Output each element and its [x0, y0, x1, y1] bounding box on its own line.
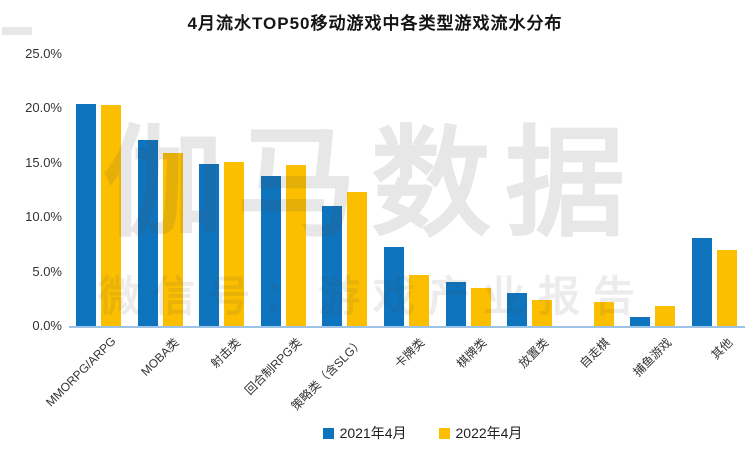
y-axis-tick-label: 15.0%	[25, 154, 62, 170]
bar-series1	[76, 104, 97, 326]
bar-series1	[322, 206, 343, 326]
y-axis-tick-label: 25.0%	[25, 46, 62, 61]
x-axis-tick-label: 回合制RPG类	[242, 335, 305, 398]
y-axis-tick-label: 0.0%	[32, 318, 62, 333]
x-axis-tick-label: 捕鱼游戏	[630, 335, 675, 380]
bar-series1	[199, 163, 220, 326]
bar-series1	[691, 237, 712, 326]
x-axis-tick-label: 卡牌类	[392, 335, 428, 371]
y-axis-tick-label: 20.0%	[25, 100, 62, 116]
legend-item: 2021年4月	[322, 423, 407, 443]
bar-series2	[716, 249, 737, 326]
bar-series2	[285, 164, 306, 326]
watermark-fragment	[2, 27, 32, 35]
y-axis-tick-label: 5.0%	[32, 263, 62, 279]
bar-series1	[507, 293, 528, 326]
x-axis-baseline	[69, 326, 745, 328]
bar-series1	[445, 282, 466, 326]
bar-series1	[384, 246, 404, 326]
legend-label: 2021年4月	[339, 425, 407, 441]
bar-series2	[655, 306, 676, 326]
x-axis-tick-label: 射击类	[207, 335, 244, 371]
bar-series2	[162, 153, 183, 326]
bar-series2	[347, 192, 368, 326]
x-axis-tick-label: MOBA类	[138, 335, 182, 379]
bar-series2	[101, 105, 122, 326]
x-axis-tick-label: MMORPG/ARPG	[43, 334, 119, 410]
bar-series2	[593, 302, 614, 326]
bar-series2	[409, 274, 429, 326]
x-axis-tick-label: 自走棋	[577, 335, 613, 371]
bar-series2	[532, 299, 553, 326]
y-axis-tick-label: 10.0%	[25, 209, 62, 225]
bar-series2	[224, 161, 245, 326]
bar-series1	[630, 317, 651, 326]
bar-series1	[260, 175, 281, 326]
x-axis-tick-label: 放置类	[515, 335, 551, 371]
legend-swatch	[322, 427, 334, 439]
legend: 2021年4月 2022年4月	[95, 423, 750, 443]
legend-item: 2022年4月	[438, 423, 523, 443]
chart-title: 4月流水TOP50移动游戏中各类型游戏流水分布	[187, 14, 563, 33]
x-axis-tick-label: 棋牌类	[453, 335, 490, 371]
bar-series1	[137, 139, 158, 326]
legend-swatch	[438, 427, 450, 439]
bar-series2	[470, 287, 491, 326]
legend-label: 2022年4月	[455, 425, 523, 441]
x-axis-tick-label: 其他	[708, 335, 736, 363]
